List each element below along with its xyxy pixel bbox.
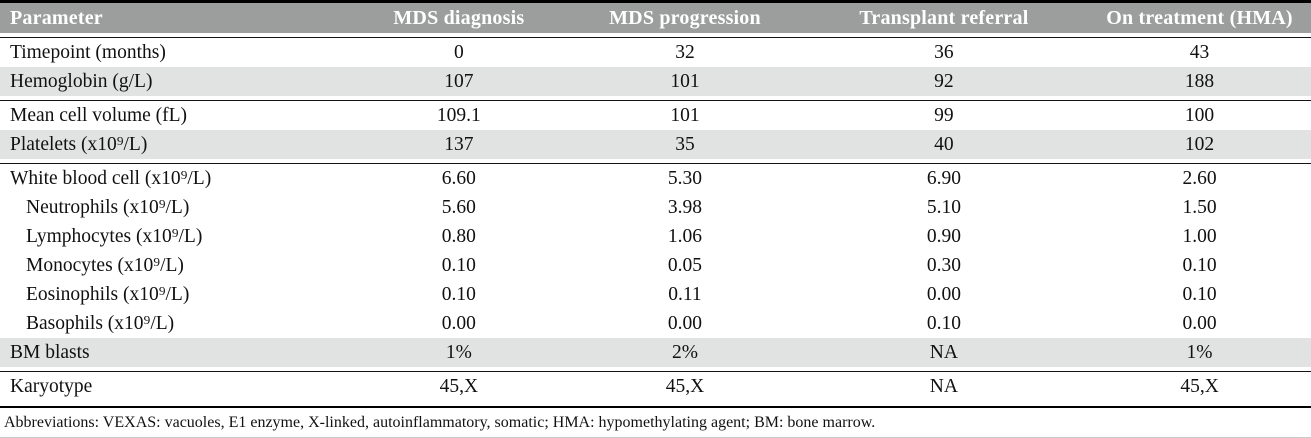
cell-value: 0.10: [441, 283, 476, 305]
cell-value: 137: [347, 130, 571, 159]
cell-parameter: Hemoglobin (g/L): [0, 67, 348, 96]
cell-value: 0.10: [926, 312, 961, 334]
table-row: Karyotype 45,X 45,X NA 45,X: [0, 372, 1311, 402]
cell-value: 0.90: [926, 225, 961, 247]
cell-value: 6.90: [926, 167, 961, 189]
table-row: Hemoglobin (g/L) 107 101 92 188: [0, 67, 1311, 96]
abbreviations-footnote: Abbreviations: VEXAS: vacuoles, E1 enzym…: [4, 414, 876, 431]
column-header-parameter: Parameter: [0, 3, 348, 33]
group-separator: [0, 96, 1311, 101]
cell-value: 0.10: [441, 254, 476, 276]
cell-value: 102: [1088, 130, 1311, 159]
table-row: Basophils (x10⁹/L) 0.00 0.00 0.10 0.00: [0, 309, 1311, 338]
cell-value: 0.00: [926, 283, 961, 305]
table-row: Neutrophils (x10⁹/L) 5.60 3.98 5.10 1.50: [0, 193, 1311, 222]
cell-value: 0.00: [1182, 312, 1217, 334]
separator-line: [0, 33, 1311, 38]
group-separator: [0, 367, 1311, 372]
cell-value: 45,X: [439, 375, 479, 397]
table-bottom-rule: [0, 401, 1311, 408]
cell-parameter: Basophils (x10⁹/L): [26, 312, 175, 334]
parameters-table: Parameter MDS diagnosis MDS progression …: [0, 3, 1311, 408]
cell-parameter: Platelets (x10⁹/L): [0, 130, 348, 159]
cell-value: 32: [675, 41, 695, 63]
cell-value: 107: [347, 67, 571, 96]
cell-value: 109.1: [436, 104, 481, 126]
cell-value: 0.11: [668, 283, 702, 305]
cell-value: 1.50: [1182, 196, 1217, 218]
cell-value: 2.60: [1182, 167, 1217, 189]
cell-value: 0.05: [667, 254, 703, 276]
group-separator: [0, 33, 1311, 38]
cell-value: NA: [799, 338, 1089, 367]
cell-value: 36: [934, 41, 954, 63]
cell-value: 5.10: [926, 196, 961, 218]
column-header-mds-diagnosis: MDS diagnosis: [347, 3, 571, 33]
table-row: BM blasts 1% 2% NA 1%: [0, 338, 1311, 367]
cell-value: 0: [453, 41, 464, 63]
column-header-mds-progression: MDS progression: [570, 3, 800, 33]
cell-value: 40: [799, 130, 1089, 159]
cell-value: 3.98: [667, 196, 703, 218]
cell-value: 101: [670, 104, 700, 126]
cell-parameter: Lymphocytes (x10⁹/L): [26, 225, 203, 247]
table-row: Timepoint (months) 0 32 36 43: [0, 38, 1311, 68]
cell-value: 0.00: [441, 312, 476, 334]
separator-line: [0, 96, 1311, 101]
table-row: Eosinophils (x10⁹/L) 0.10 0.11 0.00 0.10: [0, 280, 1311, 309]
cell-value: 2%: [570, 338, 800, 367]
cell-value: 92: [799, 67, 1089, 96]
cell-parameter: Timepoint (months): [10, 41, 166, 63]
cell-value: 101: [570, 67, 800, 96]
cell-value: 35: [570, 130, 800, 159]
cell-value: 0.30: [926, 254, 961, 276]
table-header-row: Parameter MDS diagnosis MDS progression …: [0, 3, 1311, 33]
cell-value: 1%: [1088, 338, 1311, 367]
cell-value: 1%: [347, 338, 571, 367]
cell-value: 45,X: [665, 375, 705, 397]
separator-line: [0, 401, 1311, 408]
cell-value: 99: [934, 104, 954, 126]
cell-value: 188: [1088, 67, 1311, 96]
cell-value: 0.10: [1182, 254, 1217, 276]
cell-value: 0.10: [1182, 283, 1217, 305]
cell-value: 1.06: [667, 225, 703, 247]
group-separator: [0, 159, 1311, 164]
table-row: Platelets (x10⁹/L) 137 35 40 102: [0, 130, 1311, 159]
cell-parameter: Monocytes (x10⁹/L): [26, 254, 184, 276]
cell-value: 5.60: [441, 196, 476, 218]
separator-line: [0, 367, 1311, 372]
table-row: Lymphocytes (x10⁹/L) 0.80 1.06 0.90 1.00: [0, 222, 1311, 251]
cell-value: 45,X: [1180, 375, 1219, 397]
cell-parameter: Neutrophils (x10⁹/L): [26, 196, 190, 218]
cell-value: 0.80: [441, 225, 476, 247]
cell-parameter: BM blasts: [0, 338, 348, 367]
separator-line: [0, 159, 1311, 164]
cell-parameter: Eosinophils (x10⁹/L): [26, 283, 190, 305]
cell-parameter: Mean cell volume (fL): [10, 104, 188, 126]
table-row: Monocytes (x10⁹/L) 0.10 0.05 0.30 0.10: [0, 251, 1311, 280]
column-header-transplant-referral: Transplant referral: [799, 3, 1089, 33]
cell-value: 0.00: [667, 312, 703, 334]
table-row: Mean cell volume (fL) 109.1 101 99 100: [0, 101, 1311, 131]
cell-parameter: Karyotype: [10, 375, 93, 397]
cell-value: 1.00: [1182, 225, 1217, 247]
cell-value: 5.30: [667, 167, 703, 189]
table-row: White blood cell (x10⁹/L) 6.60 5.30 6.90…: [0, 164, 1311, 194]
cell-parameter: White blood cell (x10⁹/L): [10, 167, 212, 189]
cell-value: NA: [929, 375, 958, 397]
cell-value: 6.60: [441, 167, 476, 189]
cell-value: 43: [1189, 41, 1210, 63]
column-header-on-treatment-hma: On treatment (HMA): [1088, 3, 1311, 33]
cell-value: 100: [1184, 104, 1215, 126]
